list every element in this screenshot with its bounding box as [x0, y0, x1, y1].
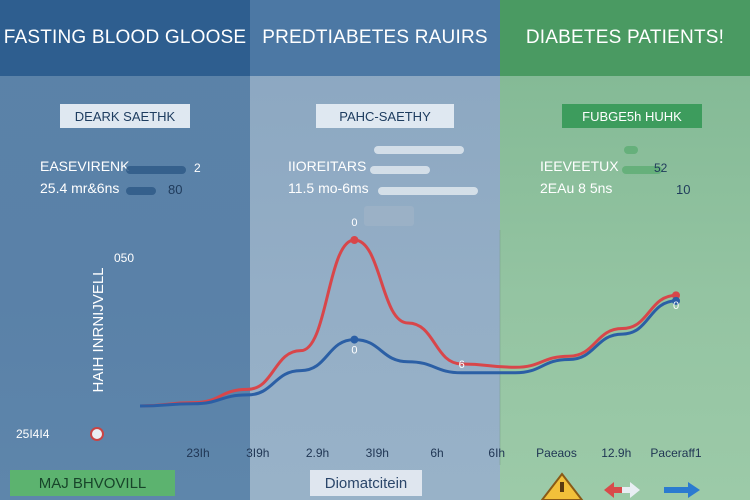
stat-value-2: 11.5 mo-6ms — [288, 180, 369, 196]
header-fasting: FASTING BLOOD GLOOSE — [0, 0, 250, 76]
series-2-point — [672, 296, 680, 305]
warning-icon — [540, 472, 584, 500]
panel-fasting — [0, 0, 250, 500]
x-tick-label: 6Ih — [488, 446, 505, 460]
point-label: 0 — [351, 217, 357, 229]
series-1-point — [672, 291, 680, 300]
point-label: 6 — [459, 359, 465, 371]
footer-center-label: Diomatcitein — [310, 470, 422, 496]
stat-bar-3b — [622, 166, 662, 174]
arrow-right-icon — [664, 482, 700, 498]
y-axis-label: HAIH INRNIJVELL — [90, 267, 107, 392]
x-tick-label: Paeaos — [536, 446, 577, 460]
series-line-2 — [139, 299, 677, 408]
series-2-point — [350, 335, 359, 344]
badge-prediabetes: PAHC-SAETHY — [316, 104, 454, 128]
stat-bar-1b — [126, 187, 156, 195]
stat-bar-2c — [378, 187, 478, 195]
header-diabetes: DIABETES PATIENTS! — [500, 0, 750, 76]
stat-name-3: IEEVEETUX — [540, 158, 619, 174]
y-bottom-label: 25I4I4 — [16, 427, 50, 441]
x-tick-label: 12.9h — [601, 446, 631, 460]
x-tick-label: Paceraff1 — [650, 446, 701, 460]
stat-tag-2 — [364, 206, 414, 226]
y-bottom-marker — [90, 427, 104, 441]
series-line-1 — [139, 238, 677, 408]
stat-name-2: IIOREITARS — [288, 158, 367, 174]
x-tick-label: 3I9h — [246, 446, 269, 460]
swap-arrows-icon — [604, 482, 640, 498]
badge-diabetes: FUBGE5h HUHK — [562, 104, 702, 128]
panel-prediabetes — [250, 0, 500, 500]
x-tick-label: 3I9h — [366, 446, 389, 460]
stat-num-a-3: 52 — [654, 161, 668, 175]
header-prediabetes: PREDTIABETES RAUIRS — [250, 0, 500, 76]
stat-num-b-1: 80 — [168, 182, 183, 197]
stat-bar-2b — [370, 166, 430, 174]
footer-left-label: MAJ BHVOVILL — [10, 470, 175, 496]
stat-name-1: EASEVIRENK — [40, 158, 130, 174]
stat-value-1: 25.4 mr&6ns — [40, 180, 120, 196]
stat-bar-2a — [374, 146, 464, 154]
stat-value-3: 2EAu 8 5ns — [540, 180, 613, 196]
stat-num-b-3: 10 — [676, 182, 691, 197]
stat-bar-1 — [126, 166, 186, 174]
stat-num-a-1: 2 — [194, 161, 201, 175]
x-tick-label: 2.9h — [306, 446, 329, 460]
point-label: 0 — [351, 345, 357, 357]
x-tick-label: 6h — [430, 446, 443, 460]
x-tick-label: 23Ih — [186, 446, 209, 460]
series-1-point — [350, 236, 359, 244]
point-label: 0 — [673, 300, 679, 312]
badge-fasting: DEARK SAETHK — [60, 104, 190, 128]
stat-bar-3a — [624, 146, 638, 154]
y-top-label: 050 — [114, 251, 134, 265]
panel-diabetes — [500, 0, 750, 500]
